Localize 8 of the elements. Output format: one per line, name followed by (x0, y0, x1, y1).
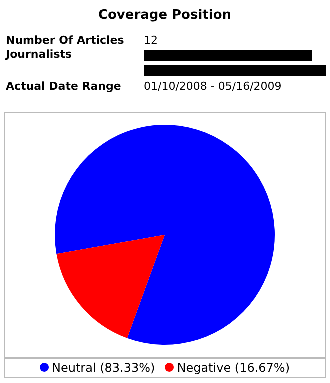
text: 01/10/2008 - 05/16/2009 (144, 80, 282, 93)
text: Actual Date Range (6, 80, 122, 93)
legend-label: Neutral (83.33%) (50, 361, 156, 375)
text: Journalists (6, 48, 72, 61)
text: Number Of Articles (6, 34, 124, 47)
chart-title: Coverage Position (97, 8, 233, 23)
text: 12 (144, 34, 158, 47)
legend-label: Negative (16.67%) (176, 361, 290, 375)
